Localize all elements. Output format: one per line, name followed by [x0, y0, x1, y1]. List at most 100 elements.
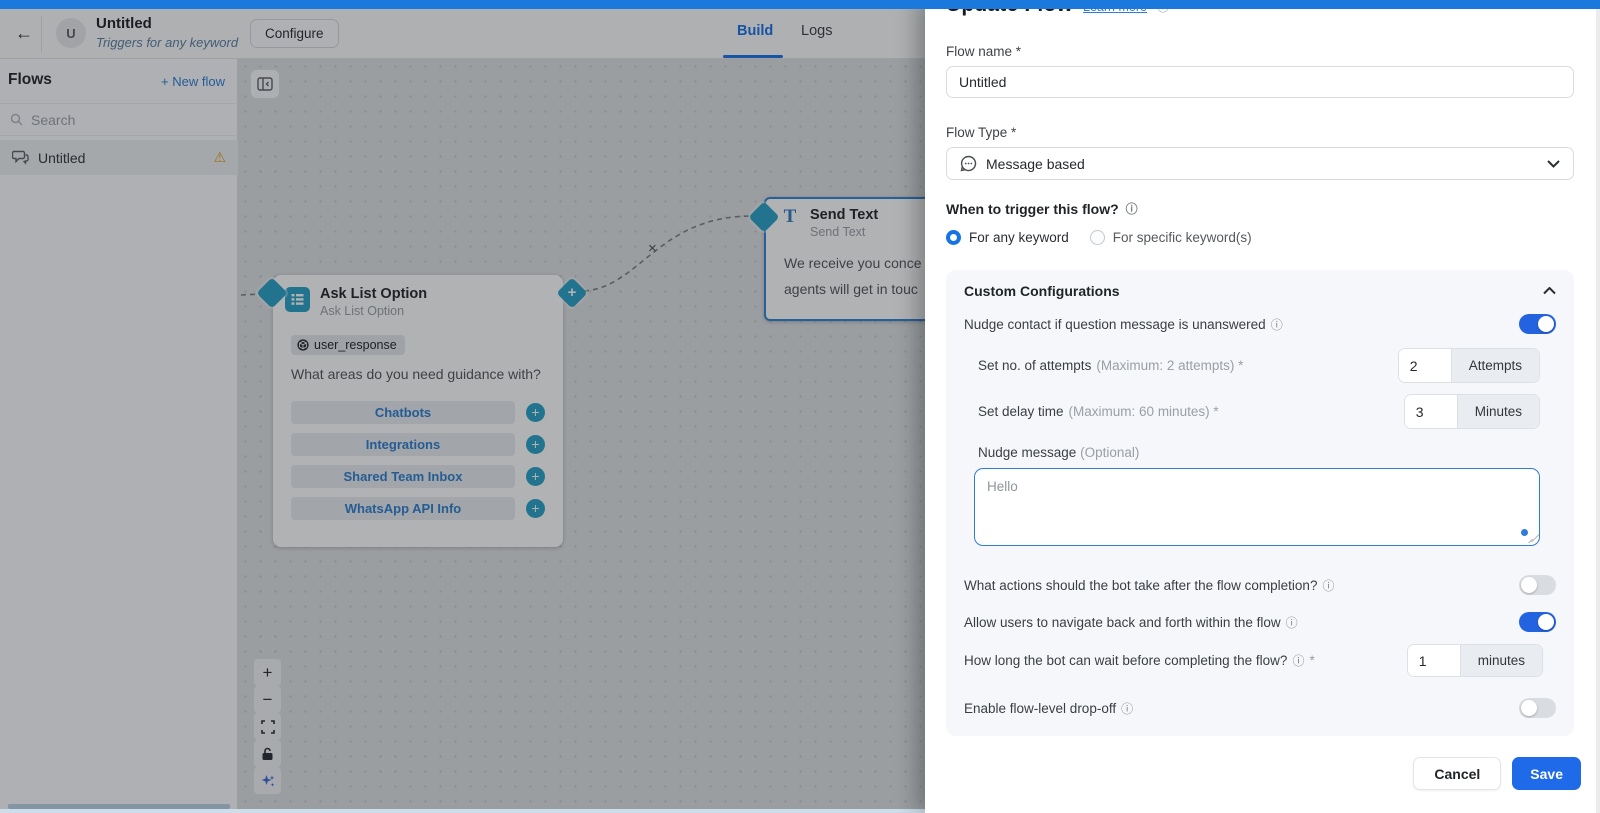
- info-icon: ⓘ: [1125, 202, 1138, 216]
- navigate-toggle[interactable]: [1519, 612, 1556, 632]
- option-integrations[interactable]: Integrations: [291, 433, 515, 456]
- list-item: WhatsApp API Info +: [291, 497, 545, 520]
- attempts-unit: Attempts: [1450, 349, 1539, 382]
- node-ask-list-option[interactable]: Ask List Option Ask List Option user_res…: [273, 275, 563, 547]
- option-connector-plus-icon[interactable]: +: [526, 467, 545, 486]
- delete-connection-button[interactable]: ×: [648, 240, 657, 257]
- flow-type-label: Flow Type *: [946, 125, 1017, 140]
- ask-list-option-icon: [285, 287, 310, 312]
- radio-button[interactable]: [1089, 230, 1105, 245]
- option-chatbots[interactable]: Chatbots: [291, 401, 515, 424]
- zoom-in-button[interactable]: +: [254, 659, 281, 686]
- ai-sparkle-icon[interactable]: [254, 767, 281, 794]
- node-title: Ask List Option: [320, 286, 428, 302]
- sidebar-item-untitled[interactable]: Untitled ⚠: [0, 140, 238, 175]
- info-icon: ⓘ: [1292, 654, 1305, 668]
- wait-time-input[interactable]: [1407, 645, 1460, 676]
- custom-configurations-title: Custom Configurations: [964, 283, 1120, 299]
- modal-dim-overlay[interactable]: [0, 9, 925, 813]
- attempts-input[interactable]: [1398, 349, 1451, 382]
- info-icon: ⓘ: [1121, 701, 1134, 716]
- radio-for-specific-keywords[interactable]: For specific keyword(s): [1089, 230, 1252, 245]
- configure-button[interactable]: Configure: [250, 19, 339, 48]
- custom-configurations-card: Custom Configurations Nudge contact if q…: [946, 270, 1574, 736]
- cube-icon: [297, 339, 309, 351]
- post-actions-toggle[interactable]: [1519, 575, 1556, 595]
- option-connector-plus-icon[interactable]: +: [526, 403, 545, 422]
- attempts-label: Set no. of attempts (Maximum: 2 attempts…: [978, 358, 1244, 373]
- navigate-label: Allow users to navigate back and forth w…: [964, 614, 1298, 630]
- option-connector-plus-icon[interactable]: +: [526, 499, 545, 518]
- flow-type-value: Message based: [986, 155, 1085, 172]
- flows-sidebar: Flows + New flow Search Untitled ⚠: [0, 59, 238, 813]
- node-title: Send Text: [810, 207, 879, 223]
- post-actions-label: What actions should the bot take after t…: [964, 577, 1335, 593]
- info-icon: ⓘ: [1270, 317, 1283, 332]
- info-icon: ⓘ: [1322, 578, 1335, 593]
- nudge-message-textarea[interactable]: [974, 468, 1540, 546]
- question-text: What areas do you need guidance with?: [291, 366, 541, 382]
- message-line: agents will get in touc: [784, 281, 918, 297]
- flow-title: Untitled: [96, 15, 152, 32]
- dropoff-label: Enable flow-level drop-off ⓘ: [964, 700, 1134, 716]
- nudge-message-label: Nudge message (Optional): [978, 445, 1140, 460]
- flow-type-select[interactable]: Message based: [946, 147, 1574, 180]
- fit-view-icon[interactable]: [254, 713, 281, 740]
- variable-tag[interactable]: user_response: [291, 335, 405, 355]
- message-line: We receive you conce: [784, 255, 922, 271]
- collapse-sidebar-button[interactable]: [250, 69, 280, 99]
- search-field[interactable]: Search: [0, 104, 238, 136]
- scrollbar-track[interactable]: [1596, 9, 1600, 813]
- new-flow-button[interactable]: + New flow: [161, 74, 225, 89]
- back-button[interactable]: ←: [15, 22, 33, 43]
- save-button[interactable]: Save: [1512, 757, 1581, 790]
- option-shared-team-inbox[interactable]: Shared Team Inbox: [291, 465, 515, 488]
- list-item: Chatbots +: [291, 401, 545, 424]
- wait-time-label: How long the bot can wait before complet…: [964, 653, 1315, 668]
- node-subtitle: Send Text: [810, 225, 866, 239]
- cancel-button[interactable]: Cancel: [1413, 757, 1502, 790]
- header-divider: [41, 16, 42, 52]
- search-icon: [10, 113, 23, 126]
- flow-trigger-subtitle: Triggers for any keyword: [96, 35, 239, 50]
- top-accent-bar: [0, 0, 1600, 9]
- nudge-contact-label: Nudge contact if question message is una…: [964, 316, 1283, 332]
- sidebar-bottom-strip: [8, 804, 230, 809]
- flow-name-input[interactable]: [946, 66, 1574, 98]
- radio-for-any-keyword[interactable]: For any keyword: [946, 230, 1069, 245]
- option-connector-plus-icon[interactable]: +: [526, 435, 545, 454]
- chevron-up-icon[interactable]: [1543, 287, 1556, 295]
- tab-logs[interactable]: Logs: [801, 23, 833, 39]
- delay-label: Set delay time (Maximum: 60 minutes) *: [978, 404, 1219, 419]
- dropoff-toggle[interactable]: [1519, 698, 1556, 718]
- update-flow-modal: Update Flow Learn more ⓘ Flow name * Flo…: [925, 0, 1596, 813]
- send-text-icon: T: [783, 206, 797, 227]
- info-icon: ⓘ: [1285, 615, 1298, 630]
- delay-unit: Minutes: [1456, 395, 1539, 428]
- flow-icon: [12, 150, 29, 165]
- option-whatsapp-api-info[interactable]: WhatsApp API Info: [291, 497, 515, 520]
- top-header: ← U Untitled Triggers for any keyword Co…: [0, 9, 925, 59]
- option-list: Chatbots + Integrations + Shared Team In…: [291, 401, 545, 520]
- node-subtitle: Ask List Option: [320, 304, 405, 318]
- variable-name: user_response: [314, 338, 397, 352]
- flow-avatar: U: [56, 18, 86, 48]
- radio-button[interactable]: [946, 230, 961, 245]
- list-item: Integrations +: [291, 433, 545, 456]
- delay-input[interactable]: [1404, 395, 1457, 428]
- bottom-edge-strip: [0, 809, 925, 813]
- chevron-down-icon: [1547, 159, 1560, 168]
- drag-handle-dot[interactable]: [1521, 529, 1528, 536]
- list-item: Shared Team Inbox +: [291, 465, 545, 488]
- nudge-contact-toggle[interactable]: [1519, 314, 1556, 334]
- trigger-question-label: When to trigger this flow? ⓘ: [946, 200, 1138, 217]
- zoom-out-button[interactable]: −: [254, 686, 281, 713]
- search-placeholder: Search: [31, 111, 76, 128]
- lock-icon[interactable]: [254, 740, 281, 767]
- sidebar-title: Flows: [8, 71, 52, 88]
- sidebar-divider: [0, 103, 238, 104]
- tab-build[interactable]: Build: [737, 23, 774, 39]
- flow-name-label: Flow name *: [946, 44, 1022, 59]
- node-header: Ask List Option Ask List Option: [273, 275, 563, 323]
